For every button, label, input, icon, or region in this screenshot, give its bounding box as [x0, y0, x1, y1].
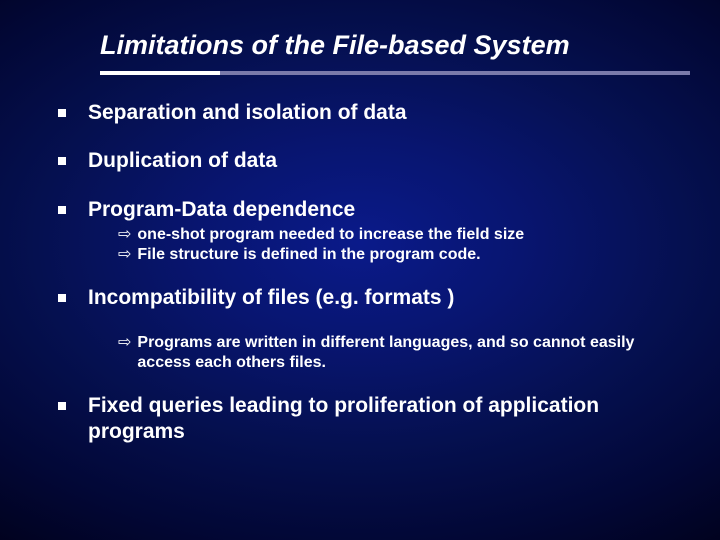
square-bullet-icon: [58, 109, 66, 117]
title-block: Limitations of the File-based System: [100, 30, 690, 81]
underline-segment-light: [100, 71, 220, 75]
slide: Limitations of the File-based System Sep…: [0, 0, 720, 540]
square-bullet-icon: [58, 402, 66, 410]
bullet-text: Duplication of data: [88, 148, 277, 174]
slide-title: Limitations of the File-based System: [100, 30, 690, 61]
sub-bullet-group: ⇨ one-shot program needed to increase th…: [118, 225, 680, 265]
sub-bullet-item: ⇨ Programs are written in different lang…: [118, 333, 680, 373]
bullet-item: Separation and isolation of data: [58, 100, 680, 126]
sub-bullet-text: Programs are written in different langua…: [137, 333, 680, 373]
sub-bullet-text: one-shot program needed to increase the …: [137, 225, 524, 245]
bullet-item: Incompatibility of files (e.g. formats ): [58, 285, 680, 311]
underline-segment-dim: [220, 71, 690, 75]
arrow-bullet-icon: ⇨: [118, 245, 131, 264]
bullet-item: Program-Data dependence: [58, 197, 680, 223]
sub-bullet-item: ⇨ File structure is defined in the progr…: [118, 245, 680, 265]
square-bullet-icon: [58, 206, 66, 214]
square-bullet-icon: [58, 157, 66, 165]
bullet-text: Separation and isolation of data: [88, 100, 407, 126]
arrow-bullet-icon: ⇨: [118, 333, 131, 352]
bullet-item: Duplication of data: [58, 148, 680, 174]
sub-bullet-item: ⇨ one-shot program needed to increase th…: [118, 225, 680, 245]
bullet-text: Incompatibility of files (e.g. formats ): [88, 285, 454, 311]
sub-bullet-text: File structure is defined in the program…: [137, 245, 480, 265]
content-area: Separation and isolation of data Duplica…: [58, 100, 680, 468]
bullet-item: Fixed queries leading to proliferation o…: [58, 393, 680, 446]
sub-bullet-group: ⇨ Programs are written in different lang…: [118, 333, 680, 373]
bullet-text: Fixed queries leading to proliferation o…: [88, 393, 680, 446]
bullet-text: Program-Data dependence: [88, 197, 355, 223]
title-underline: [100, 71, 690, 81]
square-bullet-icon: [58, 294, 66, 302]
arrow-bullet-icon: ⇨: [118, 225, 131, 244]
